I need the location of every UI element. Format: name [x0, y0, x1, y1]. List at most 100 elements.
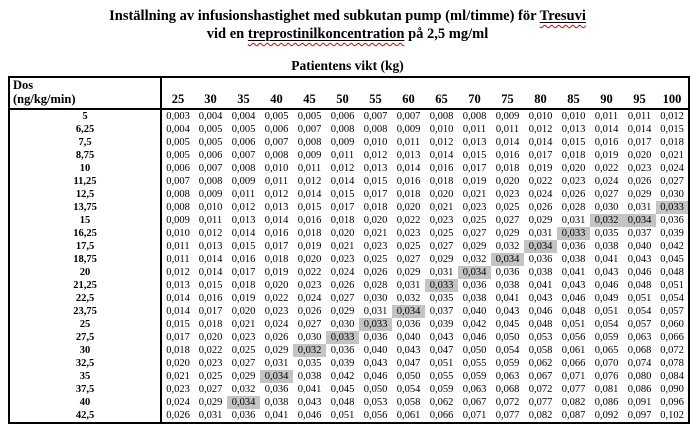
rate-cell: 0,036 [330, 345, 355, 356]
concentration-term: treprostinilkoncentration [247, 26, 405, 42]
rate-cell: 0,007 [231, 150, 256, 161]
rate-cell: 0,070 [594, 358, 619, 369]
dose-row-37,5: 37,5 0,023 0,027 0,032 0,036 0,041 0,045 0,050 0… [9, 383, 689, 396]
rate-cell: 0,054 [627, 306, 652, 317]
rate-cell: 0,043 [396, 345, 421, 356]
rate-cell: 0,019 [594, 150, 619, 161]
rate-cell: 0,029 [627, 189, 652, 200]
rate-cell: 0,023 [627, 163, 652, 174]
rate-cell: 0,015 [660, 124, 684, 135]
rate-cell: 0,005 [297, 111, 322, 122]
rate-cell: 0,009 [231, 176, 256, 187]
rate-cell: 0,020 [396, 202, 421, 213]
rate-cell: 0,040 [396, 332, 421, 343]
rate-cell: 0,014 [495, 137, 520, 148]
rate-cell: 0,063 [462, 384, 487, 395]
rate-cell: 0,009 [198, 189, 223, 200]
rate-cell: 0,011 [396, 137, 421, 148]
rate-cell: 0,022 [396, 215, 421, 226]
rate-cell: 0,013 [264, 202, 289, 213]
rate-cell: 0,005 [166, 150, 190, 161]
rate-cell: 0,056 [363, 410, 388, 421]
rate-cell: 0,060 [660, 319, 684, 330]
rate-cell: 0,068 [495, 384, 520, 395]
rate-cell: 0,006 [330, 111, 355, 122]
rate-cell: 0,009 [495, 111, 520, 122]
rate-cell: 0,086 [594, 397, 619, 408]
rate-cell: 0,023 [396, 228, 421, 239]
dose-header-line2: (ng/kg/min) [13, 92, 159, 106]
rate-cell: 0,017 [231, 267, 256, 278]
rate-cell: 0,012 [297, 176, 322, 187]
rate-cell: 0,036 [264, 384, 289, 395]
rate-cell: 0,056 [561, 332, 586, 343]
rate-cell: 0,042 [462, 319, 487, 330]
dose-row-13,75: 13,75 0,008 0,010 0,012 0,013 0,015 0,017 0,018… [9, 201, 689, 214]
rate-cell: 0,055 [429, 371, 454, 382]
rate-cell: 0,048 [627, 280, 652, 291]
dose-cell: 21,25 [9, 279, 162, 292]
rate-cell: 0,048 [561, 306, 586, 317]
rate-cell: 0,084 [660, 371, 684, 382]
rate-cell: 0,013 [166, 280, 190, 291]
rate-cell: 0,026 [363, 267, 388, 278]
rate-cell: 0,080 [627, 371, 652, 382]
rate-cell-highlighted: 0,034 [524, 240, 557, 253]
rate-cell: 0,072 [495, 397, 520, 408]
rate-cell: 0,037 [429, 306, 454, 317]
dose-row-5: 5 0,003 0,004 0,004 0,005 0,005 0,006 0,007 0,00… [9, 109, 689, 123]
rate-cell: 0,036 [396, 319, 421, 330]
rate-cell: 0,029 [231, 371, 256, 382]
dose-cell: 22,5 [9, 292, 162, 305]
rate-cell: 0,020 [363, 215, 388, 226]
rate-cell: 0,035 [297, 358, 322, 369]
rate-cell: 0,008 [330, 124, 355, 135]
rate-cell: 0,078 [660, 358, 684, 369]
dose-row-40: 40 0,024 0,029 0,034 0,038 0,043 0,048 0,053 0,0… [9, 396, 689, 409]
rate-cell: 0,041 [528, 280, 553, 291]
rate-cell: 0,057 [660, 306, 684, 317]
rate-cell: 0,051 [561, 319, 586, 330]
rate-cell: 0,061 [561, 345, 586, 356]
rate-cell: 0,031 [198, 410, 223, 421]
rate-cell: 0,038 [561, 254, 586, 265]
dose-row-32,5: 32,5 0,020 0,023 0,027 0,031 0,035 0,039 0,043 0… [9, 357, 689, 370]
rate-cell: 0,016 [297, 215, 322, 226]
rate-cell: 0,035 [429, 293, 454, 304]
rate-cell: 0,031 [528, 228, 553, 239]
rate-cell: 0,062 [528, 358, 553, 369]
rate-cell: 0,071 [462, 410, 487, 421]
rate-cell: 0,012 [660, 111, 684, 122]
rate-cell-highlighted: 0,033 [557, 227, 590, 240]
dose-row-22,5: 22,5 0,014 0,016 0,019 0,022 0,024 0,027 0,030 0… [9, 292, 689, 305]
rate-cell: 0,008 [462, 111, 487, 122]
rate-cell: 0,063 [495, 371, 520, 382]
rate-cell: 0,038 [528, 267, 553, 278]
rate-cell: 0,010 [166, 228, 190, 239]
rate-cell: 0,043 [429, 332, 454, 343]
dose-row-27,5: 27,5 0,017 0,020 0,023 0,026 0,030 0,033 0,036 0… [9, 331, 689, 344]
weight-header-30: 30 [194, 77, 227, 110]
rate-cell: 0,040 [363, 345, 388, 356]
rate-cell: 0,048 [528, 319, 553, 330]
rate-cell: 0,014 [627, 124, 652, 135]
rate-cell: 0,013 [561, 124, 586, 135]
rate-cell: 0,018 [396, 189, 421, 200]
rate-cell-highlighted: 0,033 [326, 331, 359, 344]
rate-cell: 0,022 [594, 163, 619, 174]
dose-cell: 16,25 [9, 227, 162, 240]
rate-cell: 0,031 [429, 267, 454, 278]
rate-cell: 0,020 [264, 280, 289, 291]
spellcheck-squiggle: Tresuvi [540, 8, 586, 24]
rate-cell: 0,012 [330, 163, 355, 174]
rate-cell: 0,032 [231, 384, 256, 395]
rate-cell: 0,011 [264, 176, 289, 187]
rate-cell: 0,023 [363, 241, 388, 252]
rate-cell: 0,015 [231, 241, 256, 252]
rate-cell: 0,017 [166, 332, 190, 343]
rate-cell: 0,018 [231, 280, 256, 291]
dose-cell: 30 [9, 344, 162, 357]
rate-cell: 0,012 [166, 267, 190, 278]
spellcheck-squiggle: (ng [13, 92, 31, 106]
rate-cell: 0,038 [297, 371, 322, 382]
